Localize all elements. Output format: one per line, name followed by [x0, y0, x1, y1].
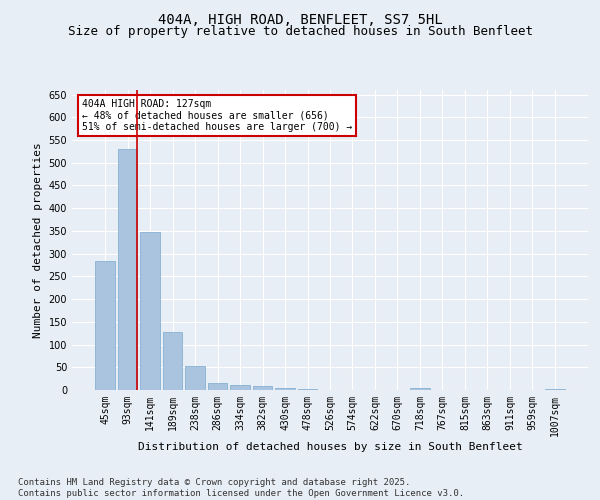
Bar — [253, 386, 272, 390]
Bar — [208, 383, 227, 390]
Bar — [185, 366, 205, 390]
Bar — [95, 262, 115, 390]
Bar — [163, 332, 182, 390]
Bar — [275, 388, 295, 390]
Bar — [140, 232, 160, 390]
Bar — [410, 388, 430, 390]
Bar — [545, 388, 565, 390]
Bar — [298, 388, 317, 390]
Bar — [118, 149, 137, 390]
X-axis label: Distribution of detached houses by size in South Benfleet: Distribution of detached houses by size … — [137, 442, 523, 452]
Text: 404A, HIGH ROAD, BENFLEET, SS7 5HL: 404A, HIGH ROAD, BENFLEET, SS7 5HL — [158, 12, 442, 26]
Text: Size of property relative to detached houses in South Benfleet: Size of property relative to detached ho… — [67, 25, 533, 38]
Text: Contains HM Land Registry data © Crown copyright and database right 2025.
Contai: Contains HM Land Registry data © Crown c… — [18, 478, 464, 498]
Bar — [230, 386, 250, 390]
Text: 404A HIGH ROAD: 127sqm
← 48% of detached houses are smaller (656)
51% of semi-de: 404A HIGH ROAD: 127sqm ← 48% of detached… — [82, 99, 353, 132]
Y-axis label: Number of detached properties: Number of detached properties — [33, 142, 43, 338]
